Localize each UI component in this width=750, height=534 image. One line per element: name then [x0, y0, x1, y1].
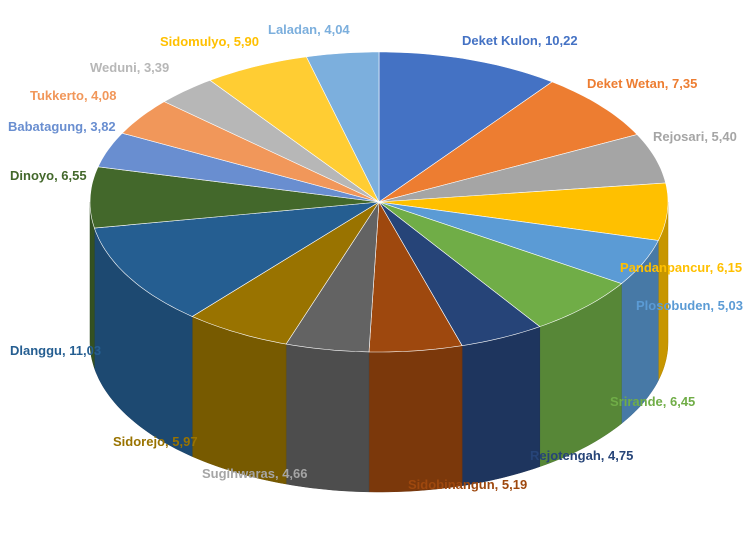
- pie-slice: [378, 201, 623, 327]
- label-category: Deket Kulon: [462, 33, 538, 48]
- label-separator: ,: [275, 466, 282, 481]
- label-separator: ,: [710, 298, 717, 313]
- data-label: Dlanggu, 11,03: [10, 343, 101, 358]
- label-separator: ,: [495, 477, 502, 492]
- label-category: Plosobuden: [636, 298, 710, 313]
- pie-slice: [163, 79, 380, 203]
- label-separator: ,: [317, 22, 324, 37]
- pie-slice: [97, 132, 380, 203]
- data-label: Laladan, 4,04: [268, 22, 350, 37]
- pie-slice: [378, 201, 659, 284]
- label-value: 4,08: [91, 88, 116, 103]
- label-separator: ,: [165, 434, 172, 449]
- label-category: Dlanggu: [10, 343, 62, 358]
- label-category: Weduni: [90, 60, 137, 75]
- label-separator: ,: [62, 343, 69, 358]
- label-value: 4,75: [608, 448, 633, 463]
- pie-slice: [378, 81, 638, 203]
- label-value: 4,04: [324, 22, 350, 37]
- pie-slice: [191, 201, 380, 345]
- label-value: 7,35: [672, 76, 697, 91]
- label-value: 5,97: [172, 434, 197, 449]
- data-label: Babatagung, 3,82: [8, 119, 116, 134]
- label-separator: ,: [54, 168, 61, 183]
- label-category: Tukkerto: [30, 88, 84, 103]
- label-separator: ,: [83, 119, 90, 134]
- label-category: Deket Wetan: [587, 76, 665, 91]
- pie-slice: [285, 200, 380, 353]
- label-separator: ,: [538, 33, 545, 48]
- data-label: Sugihwaras, 4,66: [202, 466, 308, 481]
- label-category: Laladan: [268, 22, 317, 37]
- label-value: 3,39: [144, 60, 169, 75]
- label-separator: ,: [710, 260, 717, 275]
- label-separator: ,: [665, 76, 672, 91]
- label-value: 5,40: [712, 129, 737, 144]
- pie-slice: [368, 200, 463, 353]
- label-category: Sidorejo: [113, 434, 165, 449]
- data-label: Dinoyo, 6,55: [10, 168, 87, 183]
- data-label: Sidobinangun, 5,19: [408, 477, 527, 492]
- label-separator: ,: [601, 448, 608, 463]
- label-value: 4,66: [282, 466, 307, 481]
- label-value: 6,55: [61, 168, 86, 183]
- label-category: Srirande: [610, 394, 663, 409]
- label-value: 5,03: [718, 298, 743, 313]
- label-category: Rejosari: [653, 129, 704, 144]
- data-label: Sidomulyo, 5,90: [160, 34, 259, 49]
- label-category: Sidomulyo: [160, 34, 227, 49]
- label-separator: ,: [137, 60, 144, 75]
- label-category: Sidobinangun: [408, 477, 495, 492]
- label-category: Sugihwaras: [202, 466, 275, 481]
- label-separator: ,: [663, 394, 670, 409]
- data-label: Rejosari, 5,40: [653, 129, 737, 144]
- label-separator: ,: [226, 34, 233, 49]
- pie-slice: [378, 51, 553, 203]
- data-label: Sidorejo, 5,97: [113, 434, 198, 449]
- pie-slice: [93, 201, 380, 317]
- pie-slice: [209, 56, 380, 203]
- pie-slice: [378, 182, 669, 241]
- data-label: Plosobuden, 5,03: [636, 298, 743, 313]
- pie-side: [461, 326, 541, 486]
- data-label: Pandanpancur, 6,15: [620, 260, 742, 275]
- label-category: Pandanpancur: [620, 260, 710, 275]
- label-category: Babatagung: [8, 119, 83, 134]
- label-separator: ,: [84, 88, 91, 103]
- pie-slice: [121, 101, 380, 203]
- pie-side: [368, 345, 463, 493]
- label-category: Rejotengah: [530, 448, 601, 463]
- data-label: Srirande, 6,45: [610, 394, 695, 409]
- label-separator: ,: [704, 129, 711, 144]
- data-label: Deket Wetan, 7,35: [587, 76, 697, 91]
- label-value: 5,90: [234, 34, 259, 49]
- data-label: Weduni, 3,39: [90, 60, 169, 75]
- label-value: 3,82: [90, 119, 115, 134]
- label-value: 6,15: [717, 260, 742, 275]
- label-value: 10,22: [545, 33, 578, 48]
- pie-slice: [378, 134, 667, 203]
- label-value: 6,45: [670, 394, 695, 409]
- pie-slice: [89, 166, 380, 229]
- data-label: Deket Kulon, 10,22: [462, 33, 578, 48]
- pie-slice: [378, 201, 541, 347]
- data-label: Tukkerto, 4,08: [30, 88, 116, 103]
- label-value: 11,03: [69, 343, 101, 358]
- label-value: 5,19: [502, 477, 527, 492]
- label-category: Dinoyo: [10, 168, 54, 183]
- data-label: Rejotengah, 4,75: [530, 448, 633, 463]
- pie-slice: [305, 51, 380, 203]
